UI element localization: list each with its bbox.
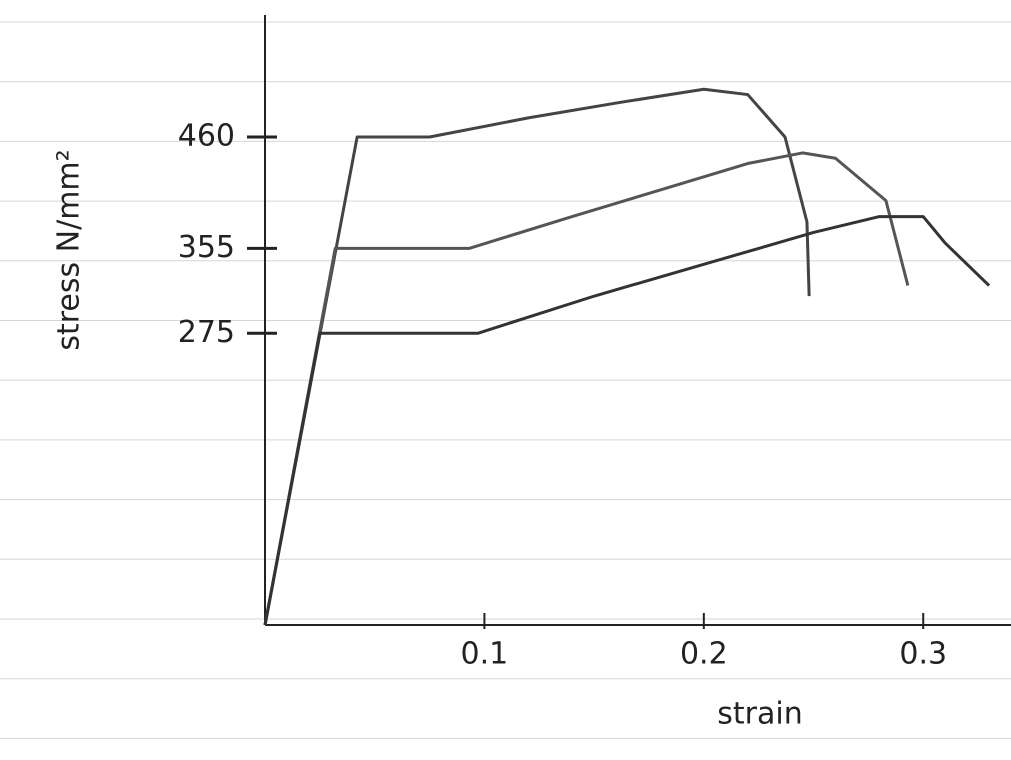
x-tick-label: 0.3: [899, 637, 947, 672]
series-line: [263, 87, 811, 626]
x-axis-label: strain: [717, 697, 802, 732]
series-line: [263, 215, 991, 626]
y-tick-label: 460: [178, 119, 235, 154]
x-tick-label: 0.1: [461, 637, 509, 672]
y-tick-label: 355: [178, 230, 235, 265]
y-tick-label: 275: [178, 315, 235, 350]
ruled-paper: [0, 21, 1011, 739]
y-axis-label: stress N/mm²: [52, 149, 87, 350]
series-line: [263, 151, 910, 626]
x-tick-label: 0.2: [680, 637, 728, 672]
